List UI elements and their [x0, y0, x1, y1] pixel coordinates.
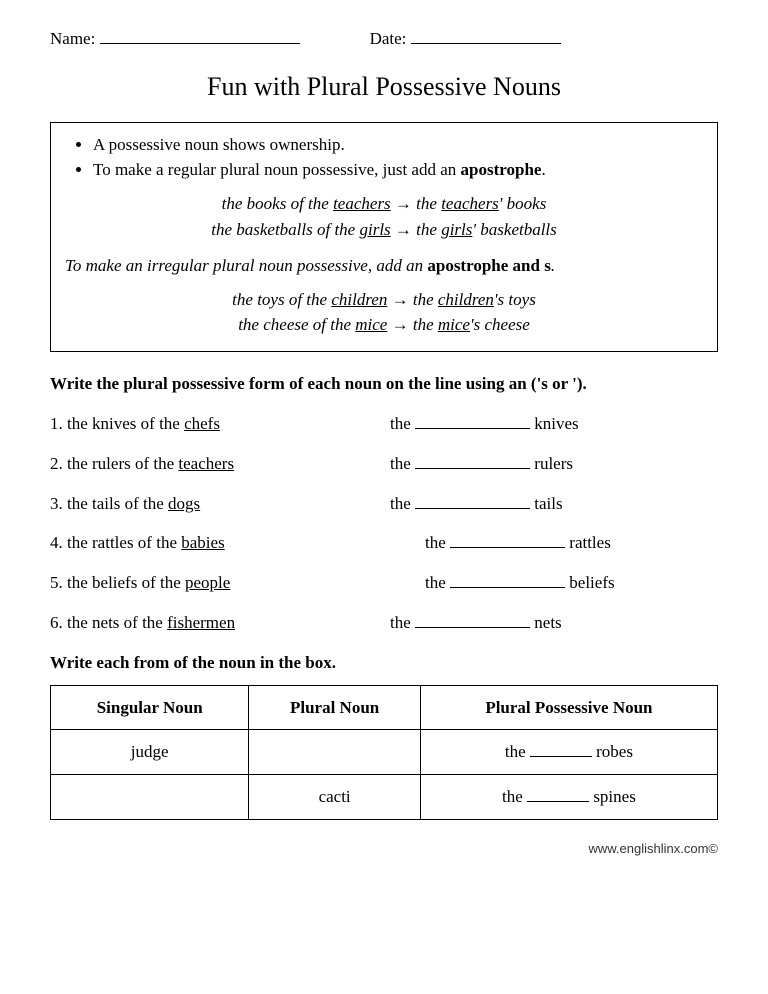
rule-bullet: To make a regular plural noun possessive…	[93, 158, 703, 182]
question-prompt: 5. the beliefs of the people	[50, 571, 390, 595]
page-title: Fun with Plural Possessive Nouns	[50, 69, 718, 105]
question-answer[interactable]: the beliefs	[390, 571, 718, 595]
question-row: 1. the knives of the chefsthe knives	[50, 412, 718, 436]
header-row: Name: Date:	[50, 24, 718, 51]
cell-plural[interactable]: cacti	[249, 775, 420, 820]
question-prompt: 1. the knives of the chefs	[50, 412, 390, 436]
date-field[interactable]: Date:	[370, 24, 561, 51]
table-header: Plural Possessive Noun	[420, 685, 717, 730]
name-blank[interactable]	[100, 24, 300, 44]
footer-credit: www.englishlinx.com©	[50, 840, 718, 858]
example-line: the toys of the children → the children'…	[65, 288, 703, 312]
cell-plural[interactable]	[249, 730, 420, 775]
answer-blank[interactable]	[527, 785, 589, 802]
table-header: Plural Noun	[249, 685, 420, 730]
rule-bullet: A possessive noun shows ownership.	[93, 133, 703, 157]
date-blank[interactable]	[411, 24, 561, 44]
answer-blank[interactable]	[530, 740, 592, 757]
question-prompt: 2. the rulers of the teachers	[50, 452, 390, 476]
cell-possessive[interactable]: the spines	[420, 775, 717, 820]
question-answer[interactable]: the nets	[390, 611, 718, 635]
question-answer[interactable]: the knives	[390, 412, 718, 436]
example-line: the books of the teachers → the teachers…	[65, 192, 703, 216]
example-line: the basketballs of the girls → the girls…	[65, 218, 703, 242]
question-prompt: 6. the nets of the fishermen	[50, 611, 390, 635]
question-prompt: 4. the rattles of the babies	[50, 531, 390, 555]
answer-blank[interactable]	[450, 571, 565, 588]
table-row: cactithe spines	[51, 775, 718, 820]
cell-singular[interactable]: judge	[51, 730, 249, 775]
question-answer[interactable]: the rattles	[390, 531, 718, 555]
name-field[interactable]: Name:	[50, 24, 300, 51]
answer-blank[interactable]	[415, 611, 530, 628]
question-row: 3. the tails of the dogsthe tails	[50, 492, 718, 516]
cell-singular[interactable]	[51, 775, 249, 820]
answer-blank[interactable]	[415, 412, 530, 429]
table-header: Singular Noun	[51, 685, 249, 730]
table-row: judge the robes	[51, 730, 718, 775]
examples-group-2: the toys of the children → the children'…	[65, 288, 703, 338]
rules-bullets: A possessive noun shows ownership.To mak…	[65, 133, 703, 183]
example-line: the cheese of the mice → the mice's chee…	[65, 313, 703, 337]
question-prompt: 3. the tails of the dogs	[50, 492, 390, 516]
answer-blank[interactable]	[415, 452, 530, 469]
answer-blank[interactable]	[450, 531, 565, 548]
section1-instr: Write the plural possessive form of each…	[50, 372, 718, 396]
question-answer[interactable]: the tails	[390, 492, 718, 516]
question-row: 6. the nets of the fishermenthe nets	[50, 611, 718, 635]
name-label: Name:	[50, 27, 95, 51]
answer-blank[interactable]	[415, 492, 530, 509]
question-row: 4. the rattles of the babiesthe rattles	[50, 531, 718, 555]
cell-possessive[interactable]: the robes	[420, 730, 717, 775]
question-answer[interactable]: the rulers	[390, 452, 718, 476]
examples-group-1: the books of the teachers → the teachers…	[65, 192, 703, 242]
noun-table: Singular NounPlural NounPlural Possessiv…	[50, 685, 718, 820]
rules-box: A possessive noun shows ownership.To mak…	[50, 122, 718, 353]
question-row: 2. the rulers of the teachersthe rulers	[50, 452, 718, 476]
section2-instr: Write each from of the noun in the box.	[50, 651, 718, 675]
rules-instr-2: To make an irregular plural noun possess…	[65, 254, 703, 278]
question-list: 1. the knives of the chefsthe knives2. t…	[50, 412, 718, 635]
question-row: 5. the beliefs of the peoplethe beliefs	[50, 571, 718, 595]
date-label: Date:	[370, 27, 407, 51]
